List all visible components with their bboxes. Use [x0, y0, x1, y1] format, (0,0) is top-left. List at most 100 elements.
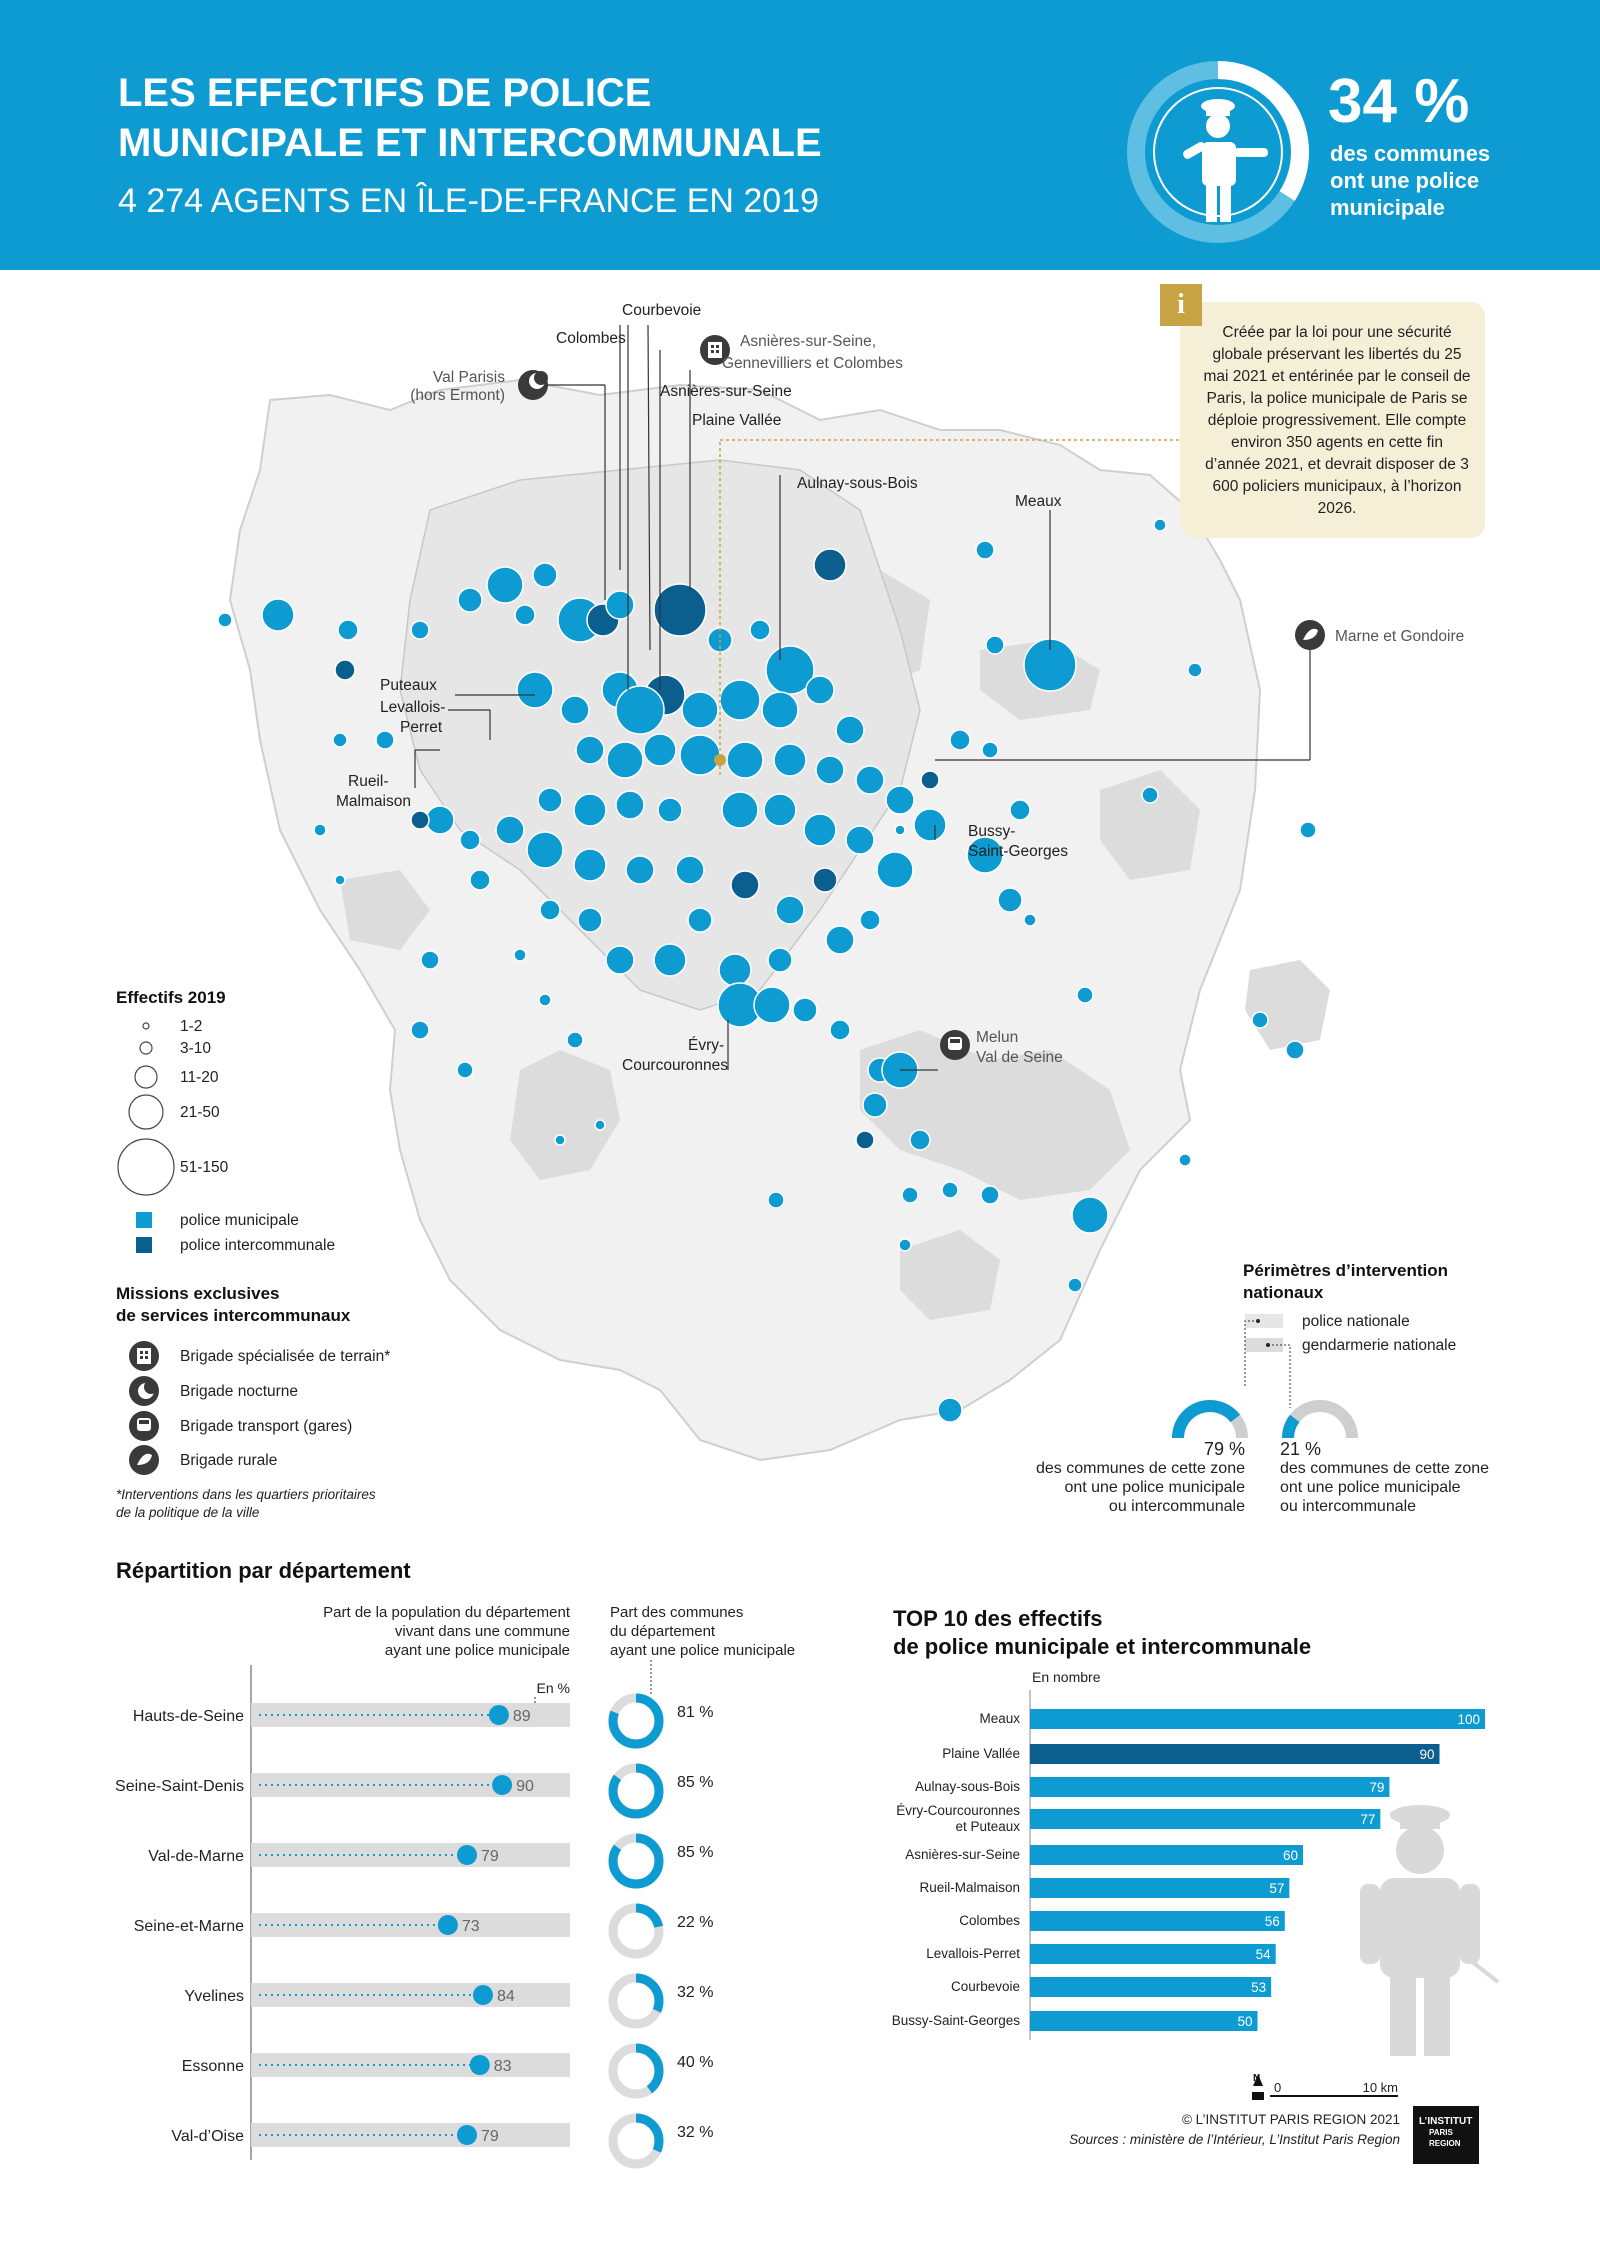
- swatch-police-nationale: [1245, 1314, 1283, 1328]
- label-bussy: Bussy-: [968, 823, 1015, 840]
- label-aulnay: Aulnay-sous-Bois: [797, 475, 918, 492]
- top10-label-4: Asnières-sur-Seine: [905, 1847, 1020, 1862]
- top10-value-5: 57: [1269, 1881, 1284, 1896]
- top10-label-1: Plaine Vallée: [942, 1746, 1020, 1761]
- dept-dot-6: [457, 2125, 478, 2145]
- dept-communes-label-4: 32 %: [677, 1984, 713, 2001]
- dept-dot-2: [457, 1845, 478, 1865]
- north-label: N: [1253, 2073, 1260, 2084]
- top10-chart: En nombre Meaux 100 Plaine Vallée 90 Aulnay-…: [892, 1669, 1500, 2056]
- label-meaux: Meaux: [1015, 493, 1062, 510]
- label-rueil: Rueil-: [348, 773, 388, 790]
- building-icon: [129, 1341, 159, 1371]
- dept-label-1: Seine-Saint-Denis: [115, 1778, 244, 1795]
- footer-credits: © L’INSTITUT PARIS REGION 2021 Sources :…: [1060, 2110, 1400, 2150]
- policeman-silhouette: [1360, 1805, 1500, 2056]
- label-levallois-l2: Perret: [400, 719, 443, 736]
- moon-icon: [129, 1376, 159, 1406]
- map-labels: Courbevoie Colombes Asnières-sur-Seine, …: [336, 302, 1464, 1074]
- map: Courbevoie Colombes Asnières-sur-Seine, …: [217, 302, 1464, 1462]
- dept-value-4: 84: [497, 1988, 515, 2005]
- label-rueil-l2: Malmaison: [336, 793, 411, 810]
- top10-label-5: Rueil-Malmaison: [919, 1880, 1020, 1895]
- dept-dot-1: [492, 1775, 513, 1795]
- top10-label-3-l2: et Puteaux: [955, 1819, 1020, 1834]
- top10-bar-5: [1030, 1878, 1290, 1898]
- label-asnieres: Asnières-sur-Seine: [660, 383, 792, 400]
- mission-label-3: Brigade rurale: [180, 1452, 277, 1469]
- label-val-parisis-l2: (hors Ermont): [410, 387, 505, 404]
- size-3-10: 3-10: [180, 1040, 211, 1057]
- scale-bar: N 0 10 km: [1252, 2073, 1398, 2100]
- top10-label-2: Aulnay-sous-Bois: [915, 1779, 1020, 1794]
- stat-value: 34 %: [1328, 67, 1470, 136]
- page-title: LES EFFECTIFS DE POLICE MUNICIPALE ET IN…: [118, 71, 822, 165]
- dept-donut-3: [608, 1903, 664, 1959]
- dept-donut-5: [608, 2043, 664, 2099]
- dept-value-5: 83: [494, 2058, 512, 2075]
- dept-donut-2: [608, 1833, 664, 1889]
- train-icon: [129, 1411, 159, 1441]
- label-colombes: Colombes: [556, 330, 626, 347]
- mission-label-2: Brigade transport (gares): [180, 1418, 352, 1435]
- dept-donut-1: [608, 1763, 664, 1819]
- missions-title: Missions exclusives de services intercom…: [116, 1284, 351, 1325]
- missions-footnote: *Interventions dans les quartiers priori…: [116, 1487, 376, 1520]
- label-levallois: Levallois-: [380, 699, 445, 716]
- dept-label-0: Hauts-de-Seine: [133, 1708, 244, 1725]
- map-icon-train: [940, 1030, 970, 1060]
- footer-sources: Sources : ministère de l’Intérieur, L’In…: [1069, 2132, 1400, 2147]
- label-evry: Évry-: [688, 1037, 724, 1054]
- scale-ten: 10 km: [1363, 2080, 1398, 2095]
- missions-list: Brigade spécialisée de terrain* Brigade …: [129, 1341, 390, 1475]
- size-51-150: 51-150: [180, 1159, 229, 1176]
- top10-bar-0: [1030, 1709, 1485, 1729]
- map-icon-leaf: [1295, 620, 1325, 650]
- label-courbevoie: Courbevoie: [622, 302, 701, 319]
- info-icon: i: [1160, 284, 1202, 326]
- top10-label-9: Bussy-Saint-Georges: [892, 2013, 1021, 2028]
- dept-dot-4: [472, 1985, 493, 2005]
- gn-stat: 21 % des communes de cette zone ont une …: [1280, 1439, 1490, 1516]
- dept-col1-header: Part de la population du département viv…: [323, 1604, 570, 1659]
- dept-donut-6: [608, 2113, 664, 2169]
- dept-donut-0: [608, 1693, 664, 1749]
- top10-bar-1: [1030, 1744, 1440, 1764]
- label-bussy-l2: Saint-Georges: [968, 843, 1068, 860]
- top10-value-9: 50: [1237, 2014, 1252, 2029]
- dept-value-0: 89: [513, 1708, 531, 1725]
- top10-label-8: Courbevoie: [951, 1979, 1020, 1994]
- policeman-icon: [1183, 99, 1268, 222]
- top10-value-3: 77: [1360, 1812, 1375, 1827]
- dept-communes-label-5: 40 %: [677, 2054, 713, 2071]
- perimetres-legend: police nationale gendarmerie nationale: [1172, 1313, 1456, 1439]
- top10-bar-8: [1030, 1977, 1272, 1997]
- dept-communes-label-1: 85 %: [677, 1774, 713, 1791]
- dept-dot-5: [469, 2055, 490, 2075]
- leaf-icon: [129, 1445, 159, 1475]
- legend-effectifs-title: Effectifs 2019: [116, 988, 226, 1007]
- top10-bar-3: [1030, 1809, 1381, 1829]
- dept-label-6: Val-d’Oise: [171, 2128, 244, 2145]
- swatch-gendarmerie: [1245, 1338, 1283, 1352]
- gauge-gendarmerie: [1282, 1400, 1358, 1439]
- label-asnieres-genn: Asnières-sur-Seine,: [740, 333, 876, 350]
- label-puteaux: Puteaux: [380, 677, 437, 694]
- label-asnieres-genn-l2: Gennevilliers et Colombes: [722, 355, 903, 372]
- dept-dot-0: [488, 1705, 509, 1725]
- dept-communes-label-2: 85 %: [677, 1844, 713, 1861]
- leader-lines: [414, 324, 1311, 1071]
- scale-zero: 0: [1274, 2080, 1281, 2095]
- size-11-20: 11-20: [180, 1069, 219, 1086]
- dept-chart-title: Répartition par département: [116, 1558, 411, 1583]
- institut-logo: L’INSTITUT PARIS REGION: [1413, 2106, 1479, 2164]
- top10-bar-9: [1030, 2011, 1258, 2031]
- dept-col2-header: Part des communes du département ayant u…: [610, 1604, 796, 1659]
- stat-text: des communes ont une police municipale: [1330, 141, 1491, 220]
- north-arrow-icon: [1253, 2074, 1263, 2086]
- pn-stat: 79 % des communes de cette zone ont une …: [1035, 1439, 1245, 1516]
- top10-label-6: Colombes: [959, 1913, 1020, 1928]
- dept-communes-label-6: 32 %: [677, 2124, 713, 2141]
- commune-bubbles: [217, 518, 1317, 1423]
- label-melun-l2: Val de Seine: [976, 1049, 1063, 1066]
